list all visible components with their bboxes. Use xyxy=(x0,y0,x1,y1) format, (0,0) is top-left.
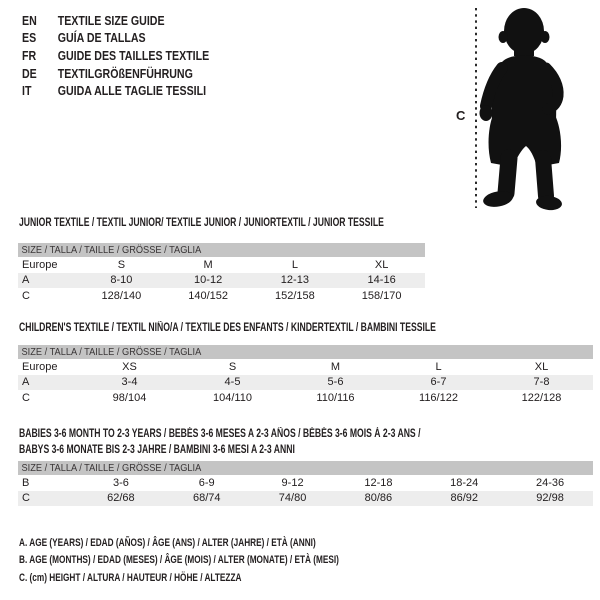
size-cell: XS xyxy=(122,360,137,373)
size-cell: 10-12 xyxy=(194,274,223,287)
table-row: A 8-10 10-12 12-13 14-16 xyxy=(18,272,425,288)
table-row: C 62/68 68/74 74/80 80/86 86/92 92/98 xyxy=(18,490,593,506)
size-cell: 104/110 xyxy=(213,391,252,404)
size-cell: XL xyxy=(374,258,389,271)
table-row: B 3-6 6-9 9-12 12-18 18-24 24-36 xyxy=(18,475,593,491)
table-title-line: BABIES 3-6 MONTH TO 2-3 YEARS / BEBÉS 3-… xyxy=(19,428,421,440)
size-header-bar: SIZE / TALLA / TAILLE / GRÖSSE / TAGLIA xyxy=(18,243,425,257)
size-cell: 98/104 xyxy=(112,391,147,404)
table-title-children: CHILDREN'S TEXTILE / TEXTIL NIÑO/A / TEX… xyxy=(19,322,436,334)
language-title: GUÍA DE TALLAS xyxy=(57,31,146,46)
row-label: A xyxy=(22,376,30,389)
language-code: DE xyxy=(22,66,37,81)
size-cell: 110/116 xyxy=(316,391,355,404)
language-code: IT xyxy=(22,84,32,99)
size-cell: 8-10 xyxy=(110,274,133,287)
language-code: ES xyxy=(22,31,37,46)
language-title: GUIDA ALLE TAGLIE TESSILI xyxy=(57,84,207,99)
height-label: C xyxy=(456,108,466,123)
row-label: Europe xyxy=(22,258,58,271)
size-cell: 4-5 xyxy=(224,376,241,389)
size-cell: 3-6 xyxy=(112,476,129,489)
toddler-figure: C xyxy=(456,8,564,211)
size-header-text: SIZE / TALLA / TAILLE / GRÖSSE / TAGLIA xyxy=(21,346,202,358)
babies-table: B 3-6 6-9 9-12 12-18 18-24 24-36 C 62/68… xyxy=(18,475,593,506)
size-cell: 14-16 xyxy=(367,274,396,287)
size-cell: XL xyxy=(534,360,549,373)
table-row: A 3-4 4-5 5-6 6-7 7-8 xyxy=(18,374,593,390)
size-cell: 152/158 xyxy=(274,289,315,302)
size-cell: L xyxy=(435,360,442,373)
footnote-age-months: B. AGE (MONTHS) / EDAD (MESES) / ÂGE (MO… xyxy=(19,554,339,567)
size-cell: 140/152 xyxy=(188,289,228,302)
table-row: Europe S M L XL xyxy=(18,257,425,273)
size-cell: 116/122 xyxy=(419,391,458,404)
size-cell: M xyxy=(330,360,341,373)
language-title: GUIDE DES TAILLES TEXTILE xyxy=(57,48,210,63)
size-header-text: SIZE / TALLA / TAILLE / GRÖSSE / TAGLIA xyxy=(21,462,202,474)
size-cell: 122/128 xyxy=(521,391,562,404)
table-row: C 128/140 140/152 152/158 158/170 xyxy=(18,288,425,304)
table-title-line: BABYS 3-6 MONATE BIS 2-3 JAHRE / BAMBINI… xyxy=(19,444,295,456)
footnote-age-years: A. AGE (YEARS) / EDAD (AÑOS) / ÂGE (ANS)… xyxy=(19,537,316,549)
size-cell: 74/80 xyxy=(278,492,307,505)
size-cell: 12-13 xyxy=(280,274,309,287)
junior-table: Europe S M L XL A 8-10 10-12 12-13 14-16… xyxy=(18,257,425,304)
footnote-height: C. (cm) HEIGHT / ALTURA / HAUTEUR / HÖHE… xyxy=(19,571,242,584)
size-header-bar: SIZE / TALLA / TAILLE / GRÖSSE / TAGLIA xyxy=(18,345,593,359)
size-cell: 7-8 xyxy=(533,376,550,389)
language-title: TEXTILGRÖßENFÜHRUNG xyxy=(57,66,193,81)
table-row: Europe XS S M L XL xyxy=(18,359,593,375)
size-cell: 12-18 xyxy=(364,476,393,489)
size-cell: 86/92 xyxy=(450,492,478,505)
language-code: FR xyxy=(22,48,37,63)
size-cell: 24-36 xyxy=(535,476,565,489)
size-header-bar: SIZE / TALLA / TAILLE / GRÖSSE / TAGLIA xyxy=(18,461,593,475)
row-label: C xyxy=(22,289,30,302)
row-label: A xyxy=(22,274,30,287)
size-cell: 5-6 xyxy=(327,376,344,389)
size-cell: 158/170 xyxy=(361,289,402,302)
size-cell: 3-4 xyxy=(121,376,138,389)
language-row: IT GUIDA ALLE TAGLIE TESSILI xyxy=(22,82,209,100)
row-label: C xyxy=(22,492,30,505)
size-cell: L xyxy=(291,258,298,271)
table-title-babies: BABIES 3-6 MONTH TO 2-3 YEARS / BEBÉS 3-… xyxy=(19,426,420,458)
size-header-text: SIZE / TALLA / TAILLE / GRÖSSE / TAGLIA xyxy=(21,244,202,256)
language-code: EN xyxy=(22,13,37,28)
language-row: ES GUÍA DE TALLAS xyxy=(22,30,209,48)
size-cell: 92/98 xyxy=(536,492,564,505)
size-cell: 6-9 xyxy=(198,476,215,489)
language-title: TEXTILE SIZE GUIDE xyxy=(57,13,165,28)
footnotes: A. AGE (YEARS) / EDAD (AÑOS) / ÂGE (ANS)… xyxy=(19,535,339,587)
table-title-junior: JUNIOR TEXTILE / TEXTIL JUNIOR/ TEXTILE … xyxy=(19,217,384,229)
size-cell: 68/74 xyxy=(192,492,221,505)
size-cell: 62/68 xyxy=(107,492,135,505)
size-cell: 128/140 xyxy=(101,289,142,302)
size-cell: 9-12 xyxy=(281,476,304,489)
size-cell: S xyxy=(228,360,237,373)
language-list: EN TEXTILE SIZE GUIDE ES GUÍA DE TALLAS … xyxy=(22,12,209,100)
children-table: Europe XS S M L XL A 3-4 4-5 5-6 6-7 7-8… xyxy=(18,359,593,406)
row-label: Europe xyxy=(22,360,58,373)
size-cell: 80/86 xyxy=(364,492,393,505)
table-row: C 98/104 104/110 110/116 116/122 122/128 xyxy=(18,390,593,406)
toddler-silhouette-icon xyxy=(479,8,564,211)
language-row: FR GUIDE DES TAILLES TEXTILE xyxy=(22,47,209,65)
row-label: C xyxy=(22,391,30,404)
language-row: EN TEXTILE SIZE GUIDE xyxy=(22,12,209,30)
language-row: DE TEXTILGRÖßENFÜHRUNG xyxy=(22,65,209,83)
row-label: B xyxy=(22,476,30,489)
size-cell: M xyxy=(203,258,213,271)
size-cell: S xyxy=(117,258,126,271)
size-cell: 6-7 xyxy=(430,376,447,389)
size-cell: 18-24 xyxy=(450,476,479,489)
